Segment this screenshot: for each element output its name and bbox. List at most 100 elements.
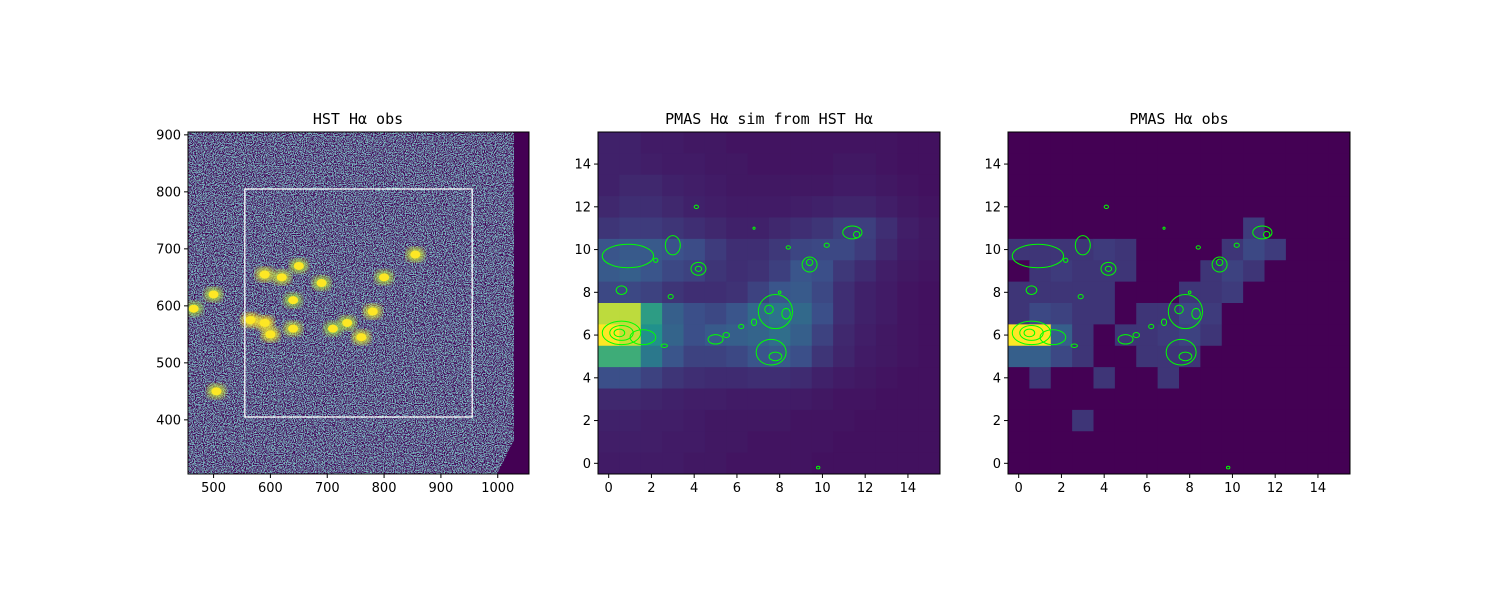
heatmap-cell: [683, 238, 706, 261]
heatmap-cell: [598, 303, 620, 325]
heatmap-cell: [640, 303, 663, 325]
heatmap-cell: [1157, 132, 1180, 154]
contour-line: [1103, 204, 1109, 210]
heatmap-cell: [833, 388, 855, 411]
contour-line: [781, 307, 791, 320]
heatmap-cell: [1264, 260, 1287, 283]
heatmap-cell: [704, 388, 727, 411]
heatmap-cell: [875, 238, 898, 261]
heatmap-cell: [1328, 409, 1350, 432]
y-tick-label: 2: [993, 414, 1001, 429]
heatmap-cell: [1307, 132, 1330, 154]
heatmap-cell: [598, 174, 620, 197]
heatmap-cell: [833, 196, 855, 218]
heatmap-cell: [811, 174, 834, 197]
heatmap-cell: [662, 281, 684, 304]
heatmap-cell: [1243, 174, 1265, 197]
heatmap-cell: [918, 153, 940, 176]
heatmap-cell: [1029, 217, 1052, 240]
heatmap-cell: [790, 367, 813, 389]
x-tick-label: 0: [605, 481, 613, 496]
heatmap-cell: [769, 132, 791, 154]
heatmap-cell: [897, 388, 920, 411]
heatmap-cell: [1285, 238, 1308, 261]
heatmap-cell: [1307, 174, 1330, 197]
heatmap-cell: [1050, 388, 1073, 411]
heatmap-cell: [1008, 431, 1030, 454]
heatmap-cell: [1200, 388, 1223, 411]
heatmap-cell: [1136, 196, 1159, 218]
heatmap-cell: [683, 153, 706, 176]
heatmap-cell: [1307, 388, 1330, 411]
heatmap-cell: [833, 431, 855, 454]
contour-line: [1011, 243, 1065, 269]
heatmap-cell: [747, 260, 770, 283]
heatmap-cell: [619, 431, 642, 454]
heatmap-cell: [1157, 281, 1180, 304]
heatmap-cell: [704, 153, 727, 176]
heatmap-cell: [790, 388, 813, 411]
heatmap-cell: [640, 217, 663, 240]
contour-line: [694, 265, 703, 272]
y-tick-label: 6: [583, 329, 591, 344]
x-tick-label: 0: [1015, 481, 1023, 496]
contour-line: [1063, 257, 1069, 263]
heatmap-cell: [1307, 238, 1330, 261]
heatmap-cell: [1008, 196, 1030, 218]
heatmap-cell: [662, 132, 684, 154]
heatmap-cell: [790, 260, 813, 283]
heatmap-cell: [640, 281, 663, 304]
contour-line: [629, 329, 657, 346]
heatmap-cell: [640, 153, 663, 176]
heatmap-cell: [619, 238, 642, 261]
heatmap-cell: [726, 303, 749, 325]
contour-line: [653, 257, 659, 263]
heatmap-cell: [790, 217, 813, 240]
heatmap-cell: [1136, 132, 1159, 154]
heatmap-cell: [662, 196, 684, 218]
heatmap-cell: [747, 174, 770, 197]
heatmap-cell: [1008, 452, 1030, 474]
heatmap-cell: [854, 238, 877, 261]
contour-line: [738, 323, 745, 330]
heatmap-cell: [1200, 238, 1223, 261]
heatmap-cell: [875, 196, 898, 218]
heatmap-cell: [811, 260, 834, 283]
heatmap-cell: [726, 367, 749, 389]
heatmap-cell: [854, 367, 877, 389]
heatmap-cell: [1264, 281, 1287, 304]
panel2-ticks: 0 2 4 6 8 10 12 14 0 2 4 6 8 10 12 14: [574, 158, 916, 496]
heatmap-cell: [1243, 132, 1265, 154]
heatmap-cell: [662, 345, 684, 368]
heatmap-cell: [1029, 303, 1052, 325]
heatmap-cell: [640, 132, 663, 154]
heatmap-cell: [1221, 303, 1244, 325]
bright-region-core: [410, 250, 421, 259]
heatmap-cell: [662, 367, 684, 389]
heatmap-cell: [811, 345, 834, 368]
heatmap-cell: [683, 388, 706, 411]
heatmap-cell: [1050, 238, 1073, 261]
heatmap-cell: [1264, 238, 1287, 261]
y-tick-label: 4: [583, 371, 591, 386]
bright-region-core: [342, 318, 353, 327]
heatmap-cell: [1179, 174, 1201, 197]
heatmap-cell: [854, 132, 877, 154]
heatmap-cell: [1200, 303, 1223, 325]
heatmap-cell: [1157, 367, 1180, 389]
bright-region-core: [379, 273, 390, 282]
heatmap-cell: [726, 217, 749, 240]
heatmap-cell: [1243, 345, 1265, 368]
heatmap-cell: [811, 431, 834, 454]
heatmap-cell: [704, 367, 727, 389]
heatmap-cell: [918, 281, 940, 304]
heatmap-cell: [619, 388, 642, 411]
heatmap-cell: [1136, 367, 1159, 389]
heatmap-cell: [790, 345, 813, 368]
heatmap-cell: [833, 367, 855, 389]
heatmap-cell: [769, 217, 791, 240]
heatmap-cell: [875, 367, 898, 389]
heatmap-cell: [1093, 174, 1116, 197]
x-tick-label: 14: [1310, 481, 1327, 496]
heatmap-cell: [897, 153, 920, 176]
